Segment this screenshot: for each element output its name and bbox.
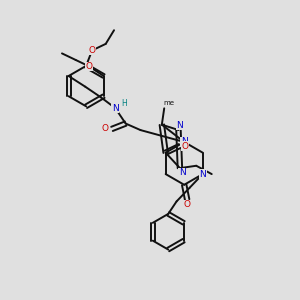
Text: N: N	[179, 168, 186, 177]
Text: O: O	[102, 124, 109, 134]
Text: N: N	[181, 137, 188, 146]
Text: me: me	[163, 100, 174, 106]
Text: O: O	[184, 200, 191, 209]
Text: O: O	[86, 62, 93, 71]
Text: N: N	[199, 169, 206, 178]
Text: O: O	[182, 142, 188, 151]
Text: H: H	[121, 99, 127, 108]
Text: O: O	[88, 46, 95, 55]
Text: N: N	[112, 103, 119, 112]
Text: N: N	[177, 121, 183, 130]
